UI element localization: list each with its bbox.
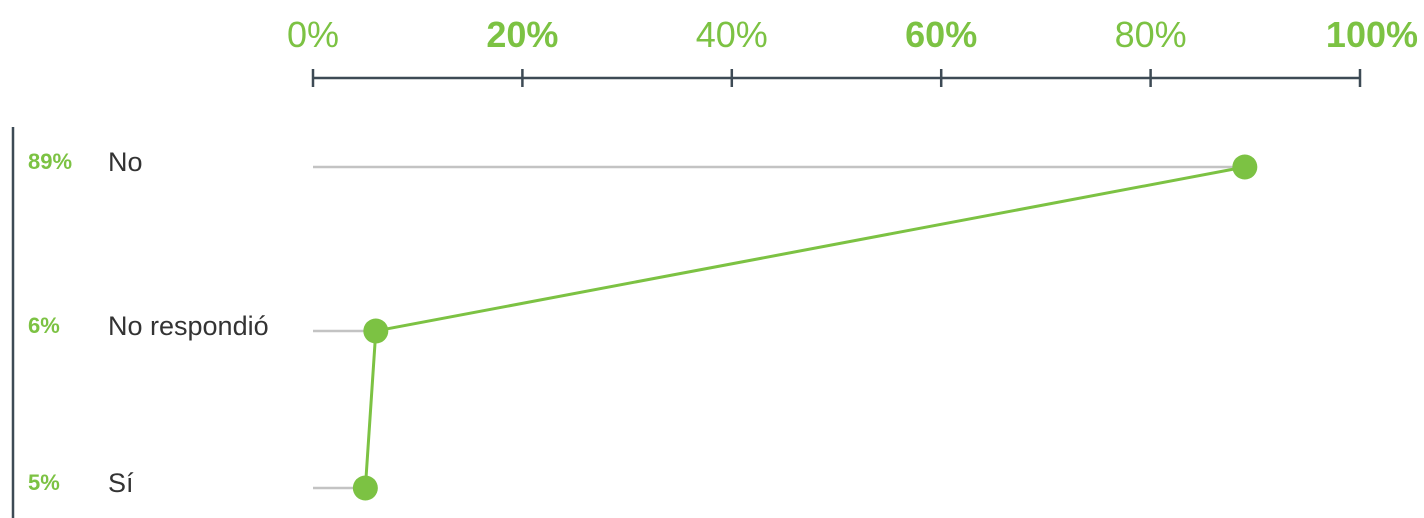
- x-tick-label: 80%: [1115, 14, 1187, 55]
- category-label: No: [108, 147, 143, 177]
- data-points: [352, 154, 1258, 501]
- x-axis: 0% 20% 40% 60% 80% 100%: [287, 14, 1418, 87]
- x-tick-label: 0%: [287, 14, 339, 55]
- category-label: No respondió: [108, 311, 269, 341]
- data-point: [352, 475, 378, 501]
- category-label: Sí: [108, 468, 134, 498]
- x-tick-label: 20%: [486, 14, 558, 55]
- value-stems: [313, 165, 1245, 490]
- x-tick-label: 100%: [1326, 14, 1418, 55]
- value-label: 89%: [28, 149, 72, 174]
- data-point: [1232, 154, 1258, 180]
- value-label: 6%: [28, 313, 60, 338]
- category-labels: 89% No 6% No respondió 5% Sí: [28, 147, 269, 498]
- value-label: 5%: [28, 470, 60, 495]
- x-tick-label: 60%: [905, 14, 977, 55]
- data-point: [363, 318, 389, 344]
- x-tick-label: 40%: [696, 14, 768, 55]
- series-line: [363, 165, 1246, 489]
